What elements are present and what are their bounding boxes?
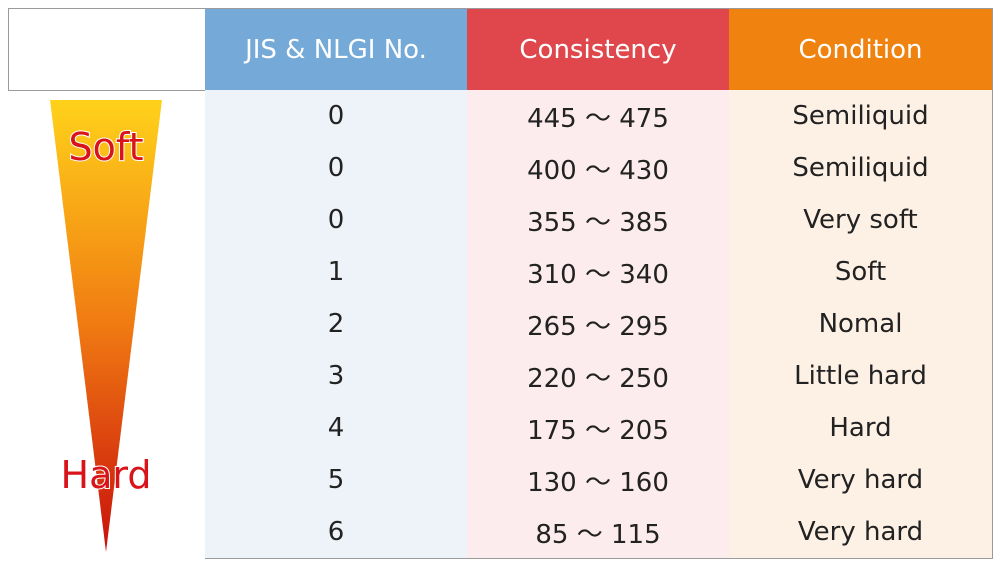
condition-cell: Hard: [729, 402, 993, 455]
consistency-cell: 265 ～ 295: [467, 298, 730, 351]
grade-cell: 3: [205, 350, 468, 403]
condition-cell: Soft: [729, 246, 993, 299]
header-cell: Consistency: [467, 8, 730, 91]
grade-cell: 2: [205, 298, 468, 351]
header-cell: Condition: [729, 8, 993, 91]
consistency-cell: 445 ～ 475: [467, 90, 730, 143]
grade-cell: 1: [205, 246, 468, 299]
consistency-cell: 220 ～ 250: [467, 350, 730, 403]
consistency-cell: 130 ～ 160: [467, 454, 730, 507]
consistency-cell: 175 ～ 205: [467, 402, 730, 455]
soft-label: Soft: [69, 125, 144, 169]
consistency-cell: 400 ～ 430: [467, 142, 730, 195]
condition-cell: Very soft: [729, 194, 993, 247]
grade-cell: 4: [205, 402, 468, 455]
header-cell: JIS & NLGI No.: [205, 8, 468, 91]
condition-cell: Very hard: [729, 454, 993, 507]
condition-cell: Very hard: [729, 506, 993, 559]
condition-cell: Semiliquid: [729, 90, 993, 143]
grade-cell: 0: [205, 90, 468, 143]
consistency-cell: 85 ～ 115: [467, 506, 730, 559]
consistency-cell: 310 ～ 340: [467, 246, 730, 299]
grade-cell: 0: [205, 194, 468, 247]
condition-cell: Nomal: [729, 298, 993, 351]
condition-cell: Semiliquid: [729, 142, 993, 195]
consistency-cell: 355 ～ 385: [467, 194, 730, 247]
hard-label: Hard: [61, 453, 152, 497]
grade-cell: 0: [205, 142, 468, 195]
grade-cell: 6: [205, 506, 468, 559]
condition-cell: Little hard: [729, 350, 993, 403]
hardness-triangle: [50, 100, 162, 552]
scale-graphic: Soft Hard: [50, 100, 162, 552]
grade-cell: 5: [205, 454, 468, 507]
